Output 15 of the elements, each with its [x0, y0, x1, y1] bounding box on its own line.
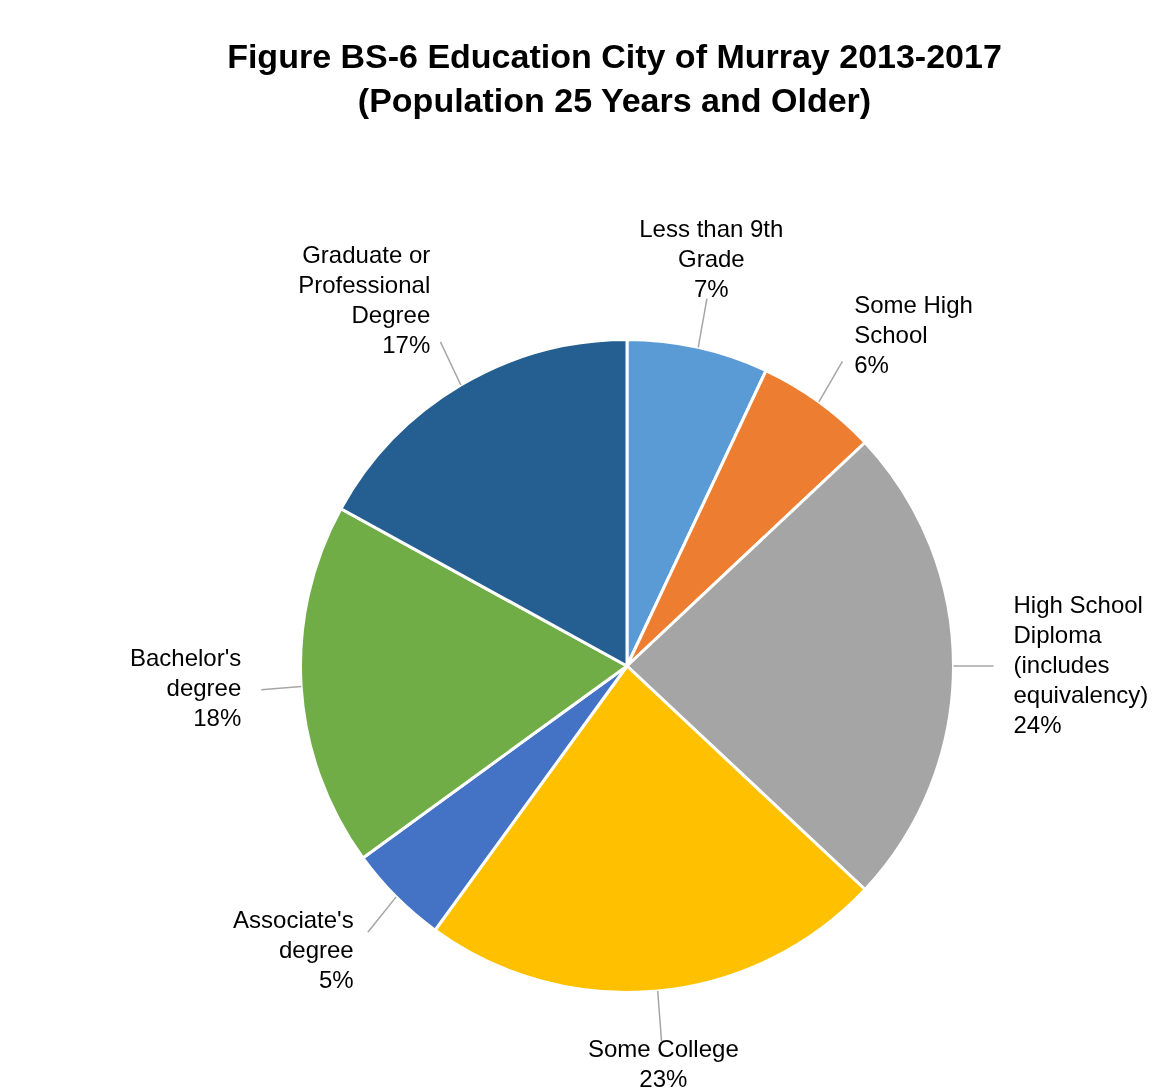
slice-label: Bachelor's degree: [129, 644, 242, 702]
data-label: 23%: [639, 1065, 688, 1091]
slice-label: Less than 9th Grade: [639, 215, 784, 273]
data-label: 24%: [1013, 710, 1062, 738]
data-label: 18%: [193, 704, 242, 732]
slice-label: Some High School: [854, 290, 973, 348]
data-label: 7%: [693, 275, 729, 303]
slice-label: High School Diploma (includes equivalency): [1013, 590, 1149, 708]
data-label: 5%: [319, 965, 354, 993]
data-label: 6%: [854, 350, 889, 378]
data-label: 17%: [382, 331, 431, 359]
slice-label: Some College: [588, 1035, 739, 1063]
chart-title: Figure BS-6 Education City of Murray 2013-2017 (Population 25 Years and Older): [226, 36, 1003, 121]
slice-label: Associate's degree: [233, 905, 354, 963]
slice-label: Graduate or Professional Degree: [298, 241, 431, 329]
